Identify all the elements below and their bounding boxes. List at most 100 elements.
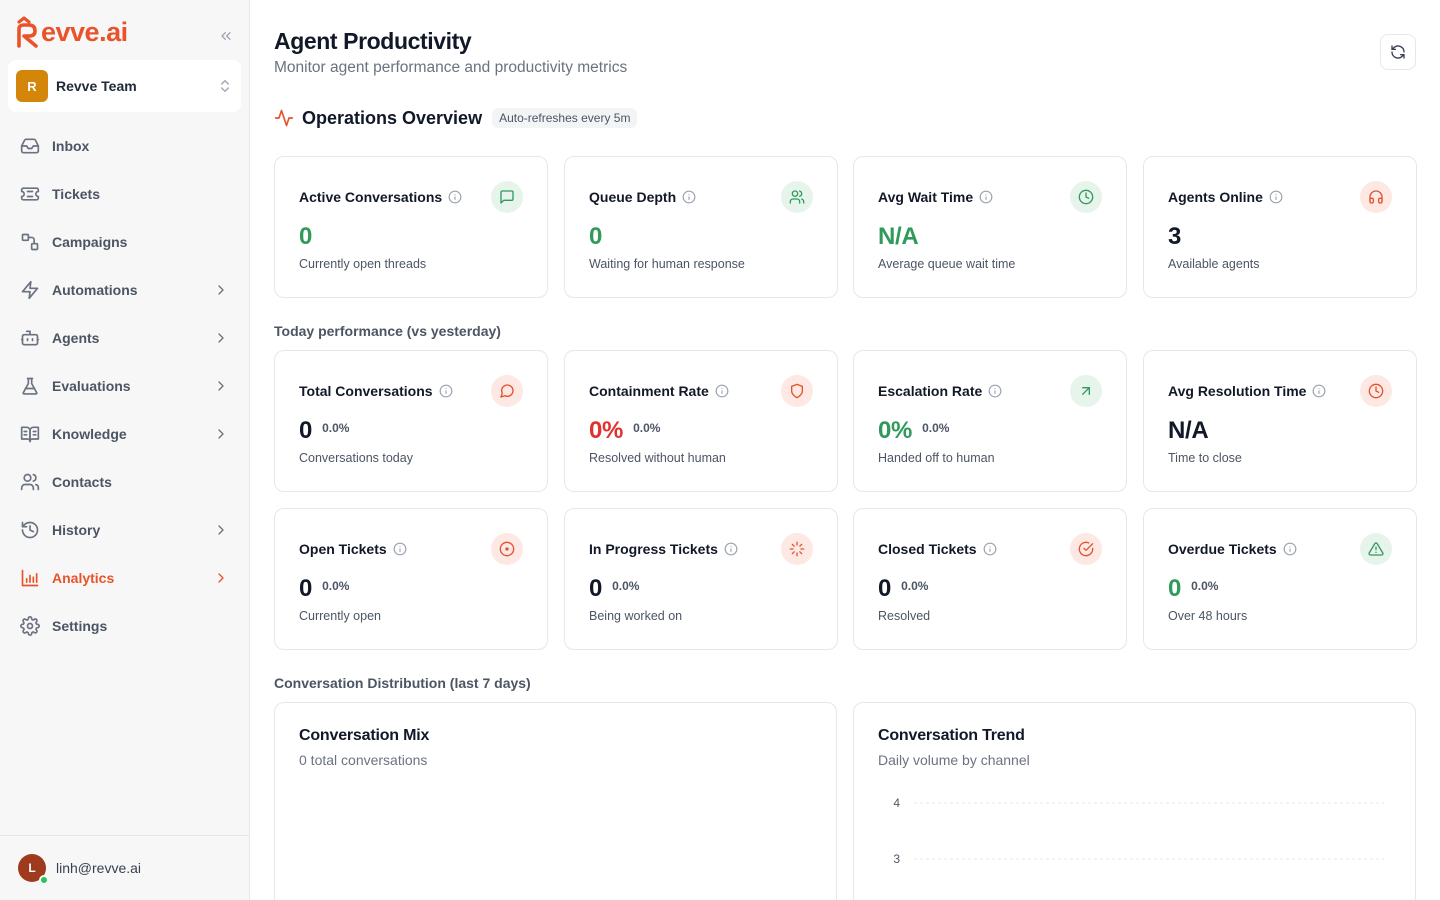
change-percent: 0.0%: [322, 579, 350, 593]
conversation-mix-card: Conversation Mix 0 total conversations: [274, 702, 837, 900]
y-tick-label: 3: [893, 852, 900, 866]
sidebar-item-analytics[interactable]: Analytics: [8, 554, 241, 602]
sidebar-item-label: History: [52, 522, 101, 538]
distribution-label: Conversation Distribution (last 7 days): [274, 675, 531, 691]
total-conversations-card: Total Conversations 0 0.0% Conversations …: [274, 350, 548, 492]
sidebar-item-knowledge[interactable]: Knowledge: [8, 410, 241, 458]
card-title: Escalation Rate: [878, 383, 1002, 399]
agents-online-card: Agents Online 3 Available agents: [1143, 156, 1417, 298]
card-icon-badge: [781, 533, 813, 565]
card-title-text: Open Tickets: [299, 541, 387, 557]
chevron-right-icon: [218, 429, 224, 439]
card-icon-badge: [1070, 181, 1102, 213]
sidebar-item-inbox[interactable]: Inbox: [8, 122, 241, 170]
card-title-text: Queue Depth: [589, 189, 677, 205]
metric-value-text: 0: [1168, 575, 1182, 602]
info-icon[interactable]: [979, 190, 993, 204]
escalation-rate-card: Escalation Rate 0% 0.0% Handed off to hum…: [853, 350, 1127, 492]
chevron-right-icon: [218, 285, 224, 295]
history-icon: [21, 521, 39, 539]
metric-value-text: 0: [299, 575, 313, 602]
card-title: Open Tickets: [299, 541, 407, 557]
user-menu[interactable]: L linh@revve.ai: [0, 835, 249, 900]
card-title: Agents Online: [1168, 189, 1283, 205]
sidebar-item-contacts[interactable]: Contacts: [8, 458, 241, 506]
card-title: Overdue Tickets: [1168, 541, 1297, 557]
sidebar: evve.ai R Revve Team Inbox Tickets Campa…: [0, 0, 250, 900]
card-title: Avg Resolution Time: [1168, 383, 1326, 399]
card-title-text: Avg Resolution Time: [1168, 383, 1307, 399]
info-icon[interactable]: [1312, 384, 1326, 398]
users-icon: [20, 473, 40, 491]
bot-icon: [20, 330, 40, 346]
card-title: Closed Tickets: [878, 541, 997, 557]
card-title: In Progress Tickets: [589, 541, 738, 557]
info-icon[interactable]: [983, 542, 997, 556]
metric-caption: Over 48 hours: [1168, 609, 1248, 623]
ticket-icon: [20, 187, 40, 201]
sidebar-item-evaluations[interactable]: Evaluations: [8, 362, 241, 410]
metric-caption: Currently open threads: [299, 257, 427, 271]
change-percent: 0.0%: [922, 421, 950, 435]
card-title: Containment Rate: [589, 383, 729, 399]
bolt-icon: [21, 280, 39, 300]
collapse-sidebar-button[interactable]: [216, 26, 236, 46]
sidebar-item-tickets[interactable]: Tickets: [8, 170, 241, 218]
metric-value-text: 0%: [878, 417, 913, 444]
conversation-trend-subtitle: Daily volume by channel: [878, 752, 1030, 768]
card-title-text: Avg Wait Time: [878, 189, 974, 205]
sidebar-item-label: Inbox: [52, 138, 90, 154]
conversation-trend-card: Conversation Trend Daily volume by chann…: [853, 702, 1416, 900]
info-icon[interactable]: [988, 384, 1002, 398]
avg-resolution-time-card: Avg Resolution Time N/A Time to close: [1143, 350, 1417, 492]
inbox-icon: [20, 138, 40, 154]
info-icon[interactable]: [393, 542, 407, 556]
refresh-button[interactable]: [1380, 34, 1416, 70]
user-email: linh@revve.ai: [56, 860, 142, 876]
in-progress-tickets-card: In Progress Tickets 0 0.0% Being worked o…: [564, 508, 838, 650]
page-subtitle: Monitor agent performance and productivi…: [274, 59, 628, 76]
metric-value-text: 0: [589, 575, 603, 602]
info-icon[interactable]: [724, 542, 738, 556]
headphones-icon: [1369, 190, 1383, 204]
metric-value: 0 0.0%: [589, 575, 639, 603]
auto-refresh-badge: Auto-refreshes every 5m: [492, 108, 638, 128]
info-icon[interactable]: [448, 190, 462, 204]
info-icon[interactable]: [1269, 190, 1283, 204]
arrow-up-right-icon: [1082, 387, 1090, 395]
team-switcher[interactable]: R Revve Team: [8, 60, 241, 112]
card-title-text: Containment Rate: [589, 383, 709, 399]
sidebar-item-campaigns[interactable]: Campaigns: [8, 218, 241, 266]
gear-icon: [20, 616, 40, 636]
clock-icon: [1368, 383, 1384, 399]
metric-caption: Time to close: [1168, 451, 1242, 465]
info-icon[interactable]: [682, 190, 696, 204]
info-icon[interactable]: [715, 384, 729, 398]
metric-value: 0: [299, 223, 312, 251]
change-percent: 0.0%: [612, 579, 640, 593]
logo-row: evve.ai: [16, 16, 236, 52]
sidebar-item-history[interactable]: History: [8, 506, 241, 554]
active-conversations-card: Active Conversations 0 Currently open th…: [274, 156, 548, 298]
activity-icon: [274, 109, 294, 127]
metric-value-text: N/A: [878, 223, 919, 250]
metric-value: N/A: [1168, 417, 1209, 445]
sidebar-item-label: Automations: [52, 282, 138, 298]
change-percent: 0.0%: [633, 421, 661, 435]
card-title-text: In Progress Tickets: [589, 541, 718, 557]
sidebar-item-agents[interactable]: Agents: [8, 314, 241, 362]
metric-value-text: 0: [589, 223, 603, 250]
logo[interactable]: evve.ai: [16, 16, 128, 48]
overdue-tickets-card: Overdue Tickets 0 0.0% Over 48 hours: [1143, 508, 1417, 650]
info-icon[interactable]: [439, 384, 453, 398]
card-title-text: Active Conversations: [299, 189, 443, 205]
info-icon[interactable]: [1283, 542, 1297, 556]
queue-depth-card: Queue Depth 0 Waiting for human response: [564, 156, 838, 298]
sidebar-item-settings[interactable]: Settings: [8, 602, 241, 650]
brand-name: evve.ai: [41, 17, 128, 47]
sidebar-item-automations[interactable]: Automations: [8, 266, 241, 314]
card-title-text: Overdue Tickets: [1168, 541, 1277, 557]
metric-value-text: 0: [878, 575, 892, 602]
card-icon-badge: [1360, 181, 1392, 213]
page-title: Agent Productivity: [274, 28, 472, 54]
